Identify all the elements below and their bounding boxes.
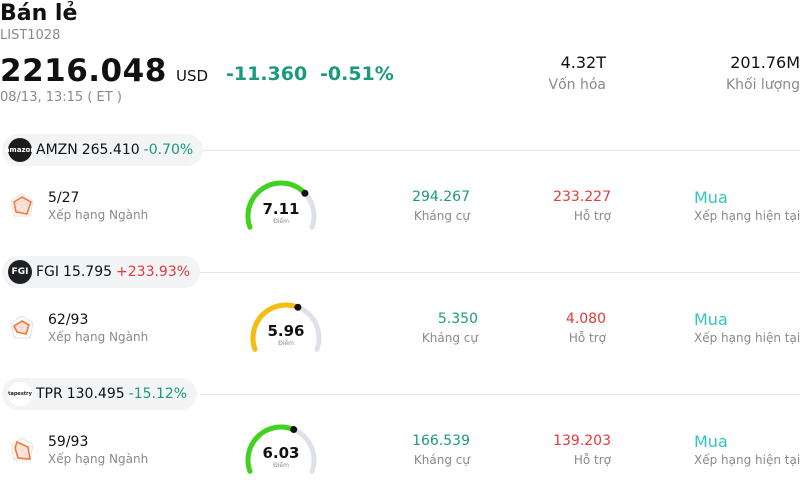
resistance-label: Kháng cự [413, 453, 470, 467]
industry-rank-label: Xếp hạng Ngành [48, 452, 149, 466]
score-gauge [245, 180, 317, 230]
support-label: Hỗ trợ [573, 453, 611, 467]
market-cap-label: Vốn hóa [548, 77, 606, 93]
index-code: LIST1028 [0, 28, 61, 43]
stock-chip[interactable]: FGI FGI 15.795 +233.93% [2, 256, 201, 288]
industry-rank-value: 5/27 [48, 190, 80, 206]
fgi-logo-icon: FGI [8, 260, 32, 284]
score-caption: Điểm [278, 340, 294, 347]
industry-rank-value: 62/93 [48, 312, 89, 328]
market-cap-value: 4.32T [560, 53, 606, 72]
score-gauge [245, 424, 317, 474]
resistance-value: 294.267 [412, 189, 470, 205]
score-gauge [250, 302, 322, 352]
score-caption: Điểm [273, 218, 289, 225]
stock-price: 15.795 [63, 264, 113, 280]
volume-label: Khối lượng [725, 77, 800, 93]
price-change-percent: -0.51% [320, 63, 394, 85]
currency-label: USD [176, 67, 209, 85]
stock-symbol: TPR [36, 386, 63, 402]
current-rating-value[interactable]: Mua [694, 310, 728, 329]
current-rating-value[interactable]: Mua [694, 432, 728, 451]
stock-change-percent: -0.70% [143, 142, 194, 158]
score-value: 7.11 [262, 200, 300, 218]
support-label: Hỗ trợ [573, 209, 611, 223]
score-value: 6.03 [262, 444, 300, 462]
score-caption: Điểm [273, 462, 289, 469]
industry-rank-label: Xếp hạng Ngành [48, 208, 149, 222]
stock-price: 265.410 [81, 142, 140, 158]
resistance-label: Kháng cự [413, 209, 470, 223]
row-divider [200, 394, 800, 395]
industry-rank-label: Xếp hạng Ngành [48, 330, 149, 344]
stock-symbol: FGI [36, 264, 60, 280]
stock-chip[interactable]: tapestry TPR 130.495 -15.12% [2, 378, 198, 410]
score-value: 5.96 [267, 322, 305, 340]
resistance-value: 166.539 [412, 433, 470, 449]
current-rating-label: Xếp hạng hiện tại [694, 331, 800, 345]
radar-chart-icon [10, 437, 34, 461]
current-rating-label: Xếp hạng hiện tại [694, 209, 800, 223]
resistance-value: 5.350 [437, 311, 478, 327]
amazon-logo-icon: amazon [5, 138, 35, 162]
index-price: 2216.048 [0, 53, 167, 89]
current-rating-value[interactable]: Mua [694, 188, 728, 207]
support-value: 4.080 [565, 311, 606, 327]
support-label: Hỗ trợ [568, 331, 606, 345]
row-divider [200, 150, 800, 151]
resistance-label: Kháng cự [421, 331, 478, 345]
support-value: 233.227 [553, 189, 611, 205]
timestamp: 08/13, 13:15 ( ET ) [0, 90, 122, 105]
stock-symbol: AMZN [36, 142, 78, 158]
price-change: -11.360 [226, 63, 308, 85]
stock-price: 130.495 [66, 386, 125, 402]
stock-chip[interactable]: amazon AMZN 265.410 -0.70% [2, 134, 204, 166]
radar-chart-icon [10, 315, 34, 339]
page-title: Bán lẻ [0, 1, 78, 26]
volume-value: 201.76M [730, 53, 800, 72]
support-value: 139.203 [553, 433, 611, 449]
current-rating-label: Xếp hạng hiện tại [694, 453, 800, 467]
tapestry-logo-icon: tapestry [8, 382, 32, 406]
stock-change-percent: -15.12% [128, 386, 188, 402]
industry-rank-value: 59/93 [48, 434, 89, 450]
row-divider [200, 272, 800, 273]
stock-change-percent: +233.93% [116, 264, 191, 280]
radar-chart-icon [10, 193, 34, 217]
